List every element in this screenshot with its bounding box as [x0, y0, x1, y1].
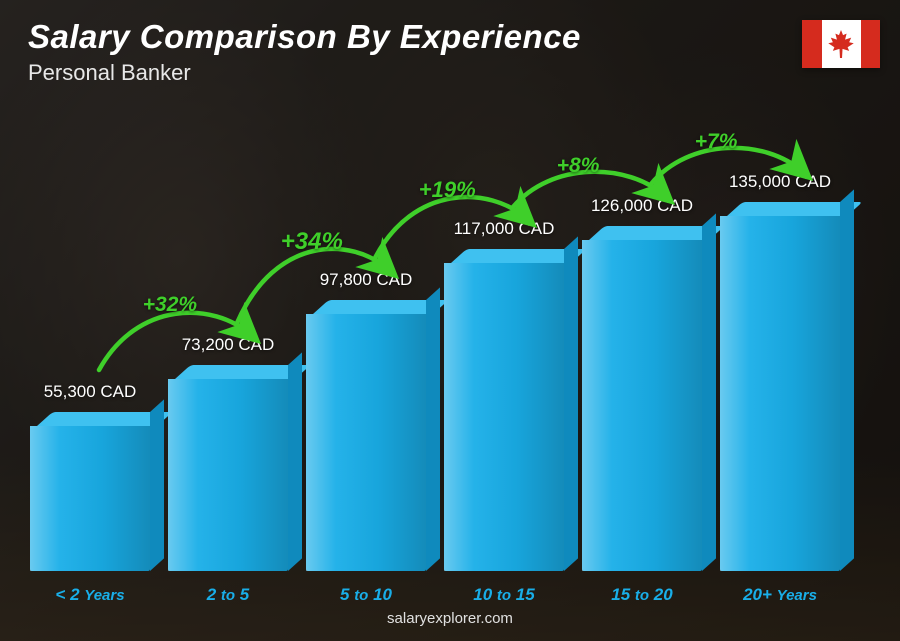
bar-side-face: [840, 189, 854, 571]
maple-leaf-icon: [828, 30, 854, 58]
flag-right-band: [861, 20, 881, 68]
infographic-canvas: Salary Comparison By Experience Personal…: [0, 0, 900, 641]
bar-x-label: 2 to 5: [168, 585, 288, 605]
bar: [306, 300, 426, 571]
flag-left-band: [802, 20, 822, 68]
bar-value-label: 55,300 CAD: [44, 382, 137, 402]
growth-pct-label: +7%: [695, 130, 738, 154]
bar-value-label: 97,800 CAD: [320, 270, 413, 290]
bar-x-label: 10 to 15: [444, 585, 564, 605]
chart-title: Salary Comparison By Experience: [28, 18, 581, 56]
bar-front-face: [444, 263, 564, 571]
bar-value-label: 135,000 CAD: [729, 172, 831, 192]
bar-front-face: [30, 426, 150, 571]
bar-group: 117,000 CAD 10 to 15: [444, 219, 564, 571]
bar: [582, 226, 702, 571]
bar: [444, 249, 564, 571]
bar-value-label: 117,000 CAD: [454, 219, 555, 239]
bar-x-label: < 2 Years: [30, 585, 150, 605]
bar-x-label: 20+ Years: [720, 585, 840, 605]
growth-pct-label: +32%: [143, 293, 197, 317]
bar: [168, 365, 288, 571]
bar-front-face: [720, 216, 840, 571]
bar-front-face: [168, 379, 288, 571]
chart-subtitle: Personal Banker: [28, 60, 191, 86]
bar-group: 73,200 CAD 2 to 5: [168, 335, 288, 571]
bar-x-label: 15 to 20: [582, 585, 702, 605]
bar-value-label: 73,200 CAD: [182, 335, 275, 355]
bar-side-face: [426, 287, 440, 571]
canada-flag-icon: [802, 20, 880, 68]
bar-side-face: [702, 213, 716, 571]
growth-pct-label: +8%: [557, 154, 600, 178]
bar: [30, 412, 150, 571]
growth-pct-label: +34%: [281, 228, 343, 256]
bar-group: 55,300 CAD < 2 Years: [30, 382, 150, 571]
footer-credit: salaryexplorer.com: [0, 610, 900, 627]
bar-group: 126,000 CAD 15 to 20: [582, 196, 702, 571]
bar-side-face: [288, 352, 302, 571]
bar-side-face: [150, 399, 164, 571]
bar-x-label: 5 to 10: [306, 585, 426, 605]
bar-front-face: [582, 240, 702, 571]
growth-pct-label: +19%: [419, 177, 476, 203]
flag-center-band: [822, 20, 861, 68]
bar-group: 97,800 CAD 5 to 10: [306, 270, 426, 571]
bar-front-face: [306, 314, 426, 571]
bar-side-face: [564, 236, 578, 571]
bar: [720, 202, 840, 571]
bar-value-label: 126,000 CAD: [591, 196, 693, 216]
bar-group: 135,000 CAD 20+ Years: [720, 172, 840, 571]
